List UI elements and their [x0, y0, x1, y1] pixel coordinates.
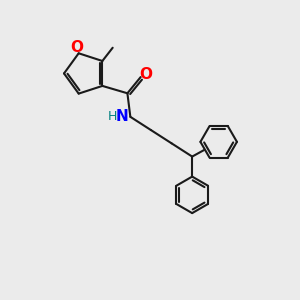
- Text: O: O: [139, 67, 152, 82]
- Text: O: O: [71, 40, 84, 56]
- Text: H: H: [107, 110, 117, 123]
- Text: N: N: [115, 109, 128, 124]
